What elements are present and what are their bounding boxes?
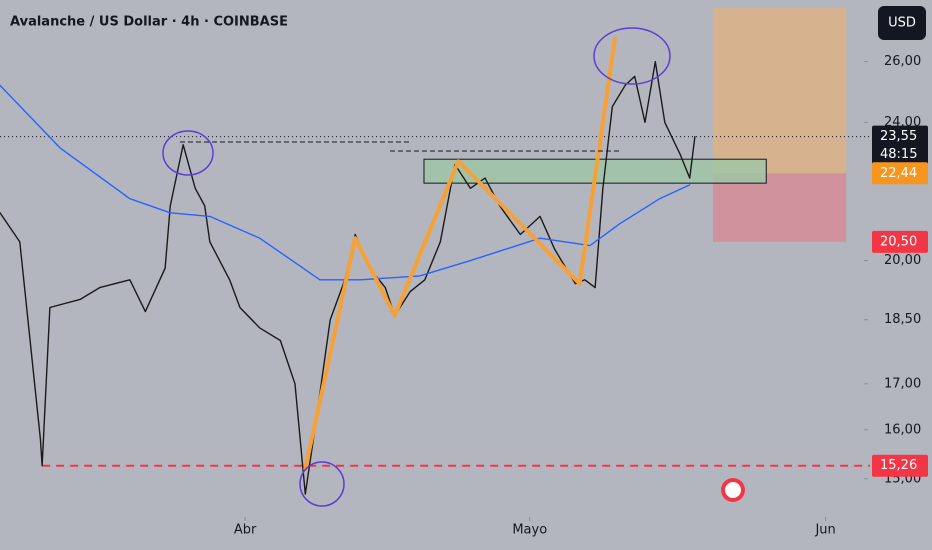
price-tag: [872, 162, 928, 185]
y-tick-label: 26,00: [884, 54, 921, 69]
series-line: [0, 84, 691, 281]
currency-label: USD: [888, 16, 916, 31]
chart-title: Avalanche / US Dollar · 4h · COINBASE: [10, 15, 288, 30]
y-tick-label: 18,50: [884, 312, 921, 327]
circle-annotation: [593, 27, 671, 85]
plot-area: [0, 8, 870, 495]
price-tag-label: 23,55: [880, 129, 917, 144]
zone: [712, 173, 847, 242]
y-tick-label: 20,00: [884, 253, 921, 268]
x-tick-label: Mayo: [512, 523, 547, 538]
price-tag-label: 22,44: [880, 166, 917, 181]
price-tag: [872, 454, 928, 477]
currency-button[interactable]: [878, 6, 926, 40]
x-tick-label: Jun: [814, 523, 835, 538]
drawings: [162, 27, 745, 507]
x-tick-label: Abr: [234, 523, 257, 538]
series-line: [303, 36, 617, 471]
event-flag-inner: [725, 482, 741, 498]
circle-annotation: [299, 461, 345, 507]
price-tag: [872, 125, 928, 166]
price-tag: [872, 230, 928, 253]
circle-annotation: [162, 130, 214, 176]
countdown-label: 48:15: [880, 147, 917, 162]
zone: [712, 8, 847, 174]
y-tick-label: 17,00: [884, 376, 921, 391]
price-tag-label: 20,50: [880, 234, 917, 249]
y-tick-label: 16,00: [884, 422, 921, 437]
price-tag-label: 15,26: [880, 458, 917, 473]
